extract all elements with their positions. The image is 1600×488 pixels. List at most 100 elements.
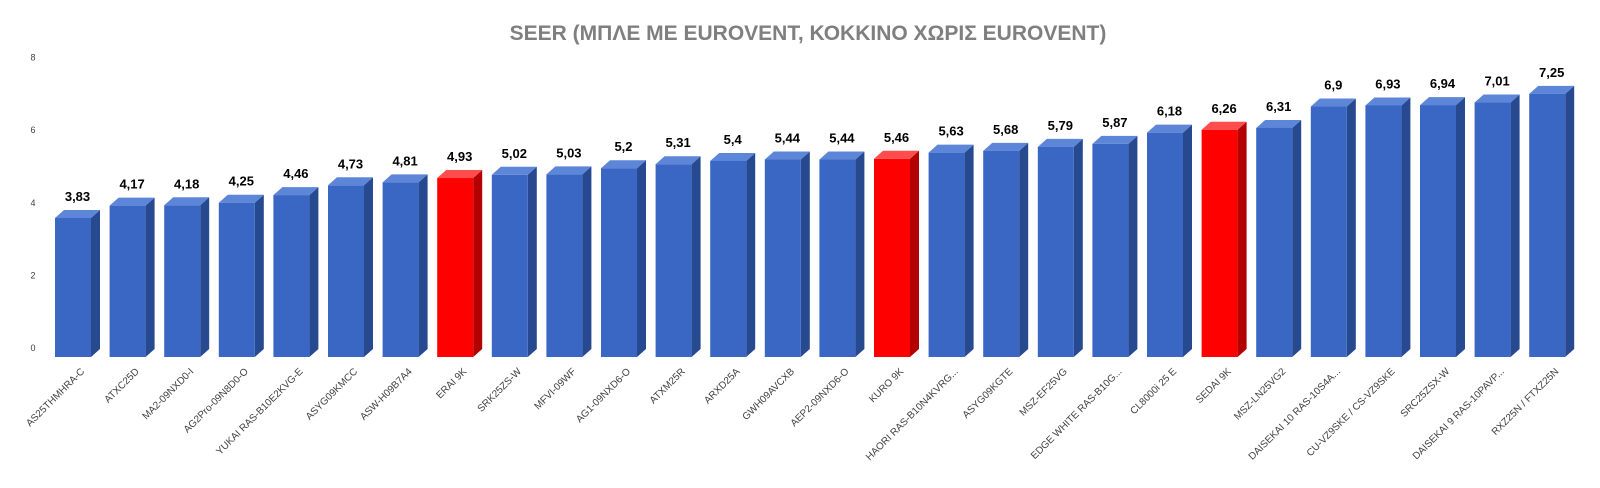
bar-side	[800, 151, 810, 357]
bar-side	[1565, 85, 1575, 357]
bar-side	[364, 177, 373, 357]
bars	[55, 85, 1575, 358]
bar-side	[418, 174, 428, 357]
bar	[1037, 138, 1083, 357]
x-tick-label: YUKAI RAS-B10E2KVG-E	[214, 366, 305, 457]
bar-front	[874, 158, 910, 357]
data-label: 4,25	[229, 174, 254, 189]
bar-front	[655, 164, 692, 357]
x-tick-label: ATXM25R	[648, 366, 688, 406]
bar	[1420, 97, 1465, 357]
data-label: 6,94	[1430, 76, 1456, 91]
x-tick-label: MFVI-09WF	[533, 366, 579, 412]
x-axis: AS25THMHRA-C ATXC25DMA2-09NXD0-IAG2Pro-09…	[24, 366, 1561, 463]
bar-side	[1401, 97, 1411, 357]
bar	[1092, 135, 1138, 357]
bar-side	[473, 170, 483, 357]
bar-top	[273, 187, 319, 196]
data-label: 7,01	[1484, 74, 1509, 89]
bar-side	[145, 197, 155, 357]
x-tick-label: EDGE WHITE RAS-B10G...	[1029, 366, 1124, 461]
bar-side	[855, 151, 865, 357]
data-label: 4,73	[338, 156, 363, 171]
data-label: 7,25	[1539, 65, 1564, 80]
bar-front	[928, 152, 965, 357]
chart-title: SEER (ΜΠΛΕ ΜΕ EUROVENT, ΚΟΚΚΙΝΟ ΧΩΡΙΣ EU…	[510, 22, 1107, 45]
bar-top	[437, 170, 483, 179]
bar-top	[1037, 138, 1083, 147]
data-label: 5,4	[724, 132, 743, 147]
bar-side	[1128, 135, 1138, 357]
bar-front	[1147, 132, 1183, 357]
y-tick-label: 0	[30, 343, 35, 353]
bar-front	[819, 159, 856, 357]
x-tick-label: MA2-09NXD0-I	[141, 366, 197, 422]
bar-top	[1201, 121, 1247, 130]
bar-front	[1037, 146, 1074, 357]
data-label: 6,31	[1266, 99, 1291, 114]
bar-top	[983, 142, 1029, 151]
data-label: 4,46	[283, 166, 308, 181]
data-label: 5,03	[556, 145, 581, 160]
bar-top	[1420, 97, 1465, 106]
y-tick-label: 4	[30, 198, 35, 208]
bar-front	[164, 205, 201, 357]
bar-front	[1310, 106, 1347, 357]
bar-front	[273, 195, 310, 357]
bar-top	[601, 160, 646, 169]
bar-side	[1073, 138, 1083, 357]
bar-side	[91, 209, 100, 357]
bar-front	[1201, 129, 1238, 357]
bar-top	[928, 144, 974, 153]
data-label: 6,93	[1375, 76, 1400, 91]
bar-side	[1510, 94, 1520, 358]
bar-front	[710, 160, 747, 357]
bar-side	[691, 156, 701, 357]
x-tick-label: MSZ-EF25VG	[1018, 366, 1070, 418]
bar	[273, 187, 319, 357]
bar-front	[601, 168, 637, 357]
data-label: 5,87	[1102, 115, 1127, 130]
data-label: 6,26	[1211, 101, 1236, 116]
y-tick-label: 8	[30, 53, 35, 63]
bar-front	[491, 174, 528, 357]
bar-top	[819, 151, 865, 160]
bar-top	[1147, 124, 1192, 133]
bar	[382, 174, 428, 357]
data-label: 4,93	[447, 149, 472, 164]
bar-side	[527, 166, 537, 357]
bar	[710, 152, 756, 357]
bar-front	[1529, 93, 1566, 357]
data-label: 5,31	[665, 135, 690, 150]
bar-top	[491, 166, 537, 175]
bar	[1529, 85, 1575, 357]
x-tick-label: AEP2-09NXD6-O	[789, 366, 852, 429]
x-tick-label: ASYG09KGTE	[961, 366, 1016, 421]
bar	[874, 150, 919, 357]
bar-top	[1474, 94, 1520, 103]
bar	[491, 166, 537, 357]
data-label: 5,2	[614, 139, 632, 154]
bar-side	[910, 150, 919, 357]
x-tick-label: MSZ-LN25VG2	[1232, 366, 1288, 422]
y-axis: 0 2 4 6 8	[30, 53, 35, 353]
bar-front	[328, 185, 364, 357]
bar-front	[109, 205, 146, 357]
y-tick-label: 2	[30, 270, 35, 280]
bar	[55, 209, 100, 357]
data-label: 5,44	[829, 131, 855, 146]
bar-top	[655, 156, 701, 165]
bar-side	[309, 187, 319, 357]
data-label: 3,83	[65, 189, 90, 204]
x-tick-label: DAISEKAI 10 RAS-10S4A...	[1247, 366, 1343, 462]
data-label: 4,17	[119, 177, 144, 192]
bar-front	[546, 174, 583, 357]
bar-side	[1346, 98, 1356, 357]
x-tick-label: ASW-H09B7A4	[358, 366, 415, 423]
x-tick-label: AS25THMHRA-C	[24, 366, 87, 429]
bar-side	[964, 144, 974, 357]
bar	[546, 166, 592, 357]
x-tick-label: AG1-09NXD6-O	[574, 366, 633, 425]
bar-front	[764, 159, 801, 357]
